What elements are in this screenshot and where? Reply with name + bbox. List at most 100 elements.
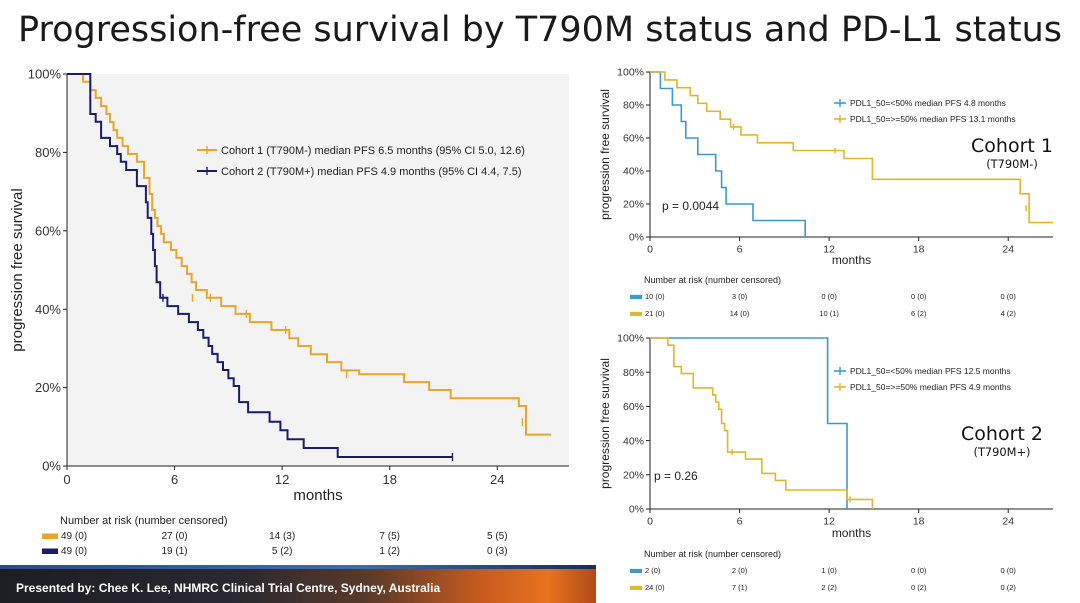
presenter-footer: Presented by: Chee K. Lee, NHMRC Clinica… [0, 565, 596, 603]
y-tick-label: 0% [42, 459, 61, 474]
risk-count: 0 (0) [911, 566, 927, 575]
cohort1-km-chart: 0% 20% 40% 60% 80% 100% 0 6 12 18 24 months progress… [598, 67, 1053, 318]
cohort-label: Cohort 2 [961, 423, 1043, 445]
risk-count: 5 (2) [272, 546, 293, 557]
risk-count: 6 (2) [911, 309, 927, 318]
x-tick-label: 0 [647, 516, 653, 528]
y-tick-label: 80% [35, 145, 61, 160]
risk-count: 0 (2) [1001, 583, 1017, 592]
cohort-sublabel: (T790M+) [974, 445, 1031, 459]
legend-entry: Cohort 2 (T790M+) median PFS 4.9 months … [221, 166, 522, 178]
plot-background [67, 74, 569, 466]
risk-row-swatch [42, 548, 58, 554]
risk-count: 27 (0) [162, 531, 188, 542]
risk-row-swatch [630, 585, 642, 590]
x-tick-label: 24 [1002, 244, 1014, 256]
risk-count: 24 (0) [645, 583, 665, 592]
y-tick-label: 40% [623, 435, 644, 447]
risk-count: 0 (2) [911, 583, 927, 592]
risk-count: 0 (0) [821, 292, 837, 301]
x-tick-label: 12 [823, 244, 835, 256]
risk-count: 21 (0) [645, 309, 665, 318]
y-tick-label: 40% [623, 166, 644, 178]
risk-count: 49 (0) [61, 531, 87, 542]
x-tick-label: 12 [275, 472, 289, 487]
x-tick-label: 18 [913, 244, 925, 256]
risk-count: 14 (0) [730, 309, 750, 318]
x-axis-title: months [293, 487, 342, 504]
y-tick-label: 80% [623, 100, 644, 112]
y-tick-label: 20% [623, 469, 644, 481]
footer-stripe [0, 565, 596, 569]
risk-count: 4 (2) [1001, 309, 1017, 318]
series-line [67, 73, 552, 436]
x-tick-label: 0 [647, 244, 653, 256]
y-tick-label: 100% [617, 67, 644, 79]
y-axis-title: progression free survival [598, 358, 612, 489]
y-tick-label: 100% [28, 67, 62, 82]
x-tick-label: 6 [737, 244, 743, 256]
cohort-label: Cohort 1 [971, 135, 1053, 157]
y-tick-label: 20% [35, 380, 61, 395]
x-tick-label: 6 [171, 472, 178, 487]
risk-count: 14 (3) [269, 531, 295, 542]
y-tick-label: 0% [629, 232, 644, 244]
x-axis-title: months [832, 526, 871, 540]
y-axis-title: progression free survival [598, 89, 612, 220]
risk-count: 10 (1) [819, 309, 839, 318]
risk-count: 19 (1) [162, 546, 188, 557]
y-tick-label: 100% [617, 333, 644, 345]
p-value: p = 0.26 [654, 469, 698, 483]
risk-count: 2 (0) [732, 566, 748, 575]
series-line [67, 73, 453, 458]
risk-count: 0 (0) [1001, 292, 1017, 301]
presenter-credit: Presented by: Chee K. Lee, NHMRC Clinica… [16, 581, 441, 595]
risk-count: 1 (0) [821, 566, 837, 575]
legend-entry: Cohort 1 (T790M-) median PFS 6.5 months … [221, 145, 525, 157]
risk-table-title: Number at risk (number censored) [644, 275, 781, 285]
y-tick-label: 80% [623, 367, 644, 379]
y-tick-label: 0% [629, 504, 644, 516]
x-tick-label: 18 [913, 516, 925, 528]
y-axis-title: progression free survival [9, 188, 26, 351]
risk-count: 3 (0) [732, 292, 748, 301]
legend-entry: PDL1_50=<50% median PFS 4.8 months [850, 98, 1006, 108]
risk-count: 5 (5) [487, 531, 508, 542]
risk-count: 7 (5) [379, 531, 400, 542]
x-tick-label: 0 [63, 472, 70, 487]
risk-count: 49 (0) [61, 546, 87, 557]
risk-count: 7 (1) [732, 583, 748, 592]
legend-entry: PDL1_50=<50% median PFS 12.5 months [850, 366, 1011, 376]
series-line [650, 337, 874, 509]
risk-count: 2 (2) [821, 583, 837, 592]
risk-row-swatch [630, 568, 642, 573]
legend-entry: PDL1_50=>=50% median PFS 13.1 months [850, 114, 1016, 124]
y-tick-label: 60% [623, 133, 644, 145]
risk-count: 1 (2) [379, 546, 400, 557]
x-tick-label: 12 [823, 516, 835, 528]
series-line [650, 71, 806, 237]
cohort-sublabel: (T790M-) [986, 157, 1038, 171]
cohort2-km-chart: 0% 20% 40% 60% 80% 100% 0 6 12 18 24 months progress… [598, 333, 1053, 592]
x-tick-label: 18 [382, 472, 396, 487]
series-line [650, 337, 848, 509]
risk-row-swatch [42, 533, 58, 539]
risk-count: 2 (0) [645, 566, 661, 575]
risk-row-swatch [630, 294, 642, 299]
x-tick-label: 24 [490, 472, 504, 487]
y-tick-label: 60% [35, 223, 61, 238]
risk-table-title: Number at risk (number censored) [60, 515, 228, 527]
risk-count: 10 (0) [645, 292, 665, 301]
x-axis-title: months [832, 253, 871, 267]
risk-table-title: Number at risk (number censored) [644, 549, 781, 559]
y-tick-label: 20% [623, 199, 644, 211]
slide-title: Progression-free survival by T790M statu… [17, 10, 1063, 50]
x-tick-label: 6 [737, 516, 743, 528]
risk-count: 0 (0) [911, 292, 927, 301]
risk-row-swatch [630, 311, 642, 316]
main-km-chart: 0% 20% 40% 60% 80% 100% 0 6 12 18 24 months progress… [9, 67, 569, 557]
risk-count: 0 (0) [1001, 566, 1017, 575]
p-value: p = 0.0044 [662, 199, 719, 213]
y-tick-label: 40% [35, 302, 61, 317]
y-tick-label: 60% [623, 401, 644, 413]
